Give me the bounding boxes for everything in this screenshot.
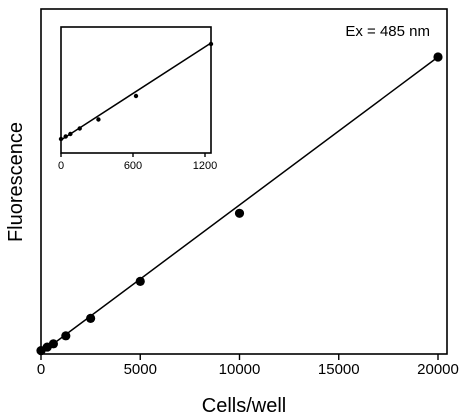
main-data-point: [48, 339, 59, 349]
main-x-tick-label: 15000: [318, 361, 360, 378]
main-plot-frame: [40, 8, 448, 355]
inset-x-tick-label: 1200: [193, 160, 217, 172]
inset-data-point: [63, 134, 68, 139]
main-x-ticks: 0 5000 10000 15000 20000: [37, 354, 459, 378]
inset-x-tick-label: 600: [124, 160, 142, 172]
main-data-points: [36, 52, 443, 356]
inset-data-point: [96, 117, 101, 122]
main-data-point: [86, 313, 96, 323]
main-x-tick-label: 0: [37, 361, 45, 378]
inset-data-points: [58, 41, 214, 142]
main-x-tick-label: 20000: [417, 361, 459, 378]
inset-data-point: [77, 126, 82, 131]
inset-data-point: [58, 136, 64, 142]
inset-x-ticks: 0 600 1200: [58, 153, 217, 172]
y-axis-title: Fluorescence: [5, 122, 27, 242]
excitation-annotation: Ex = 485 nm: [345, 23, 430, 40]
inset-plot-frame: [60, 26, 212, 154]
main-data-point: [433, 52, 443, 62]
inset-fit-line: [60, 42, 212, 141]
inset-x-tick-label: 0: [58, 160, 64, 172]
main-x-tick-label: 5000: [124, 361, 157, 378]
main-x-tick-label: 10000: [219, 361, 261, 378]
inset-data-point: [208, 41, 214, 47]
main-fit-line: [40, 56, 439, 354]
main-data-point: [234, 208, 245, 218]
main-data-point: [61, 331, 71, 341]
x-axis-title: Cells/well: [202, 395, 286, 417]
inset-data-point: [68, 131, 73, 137]
inset-data-point: [133, 93, 139, 99]
main-data-point: [135, 276, 145, 286]
